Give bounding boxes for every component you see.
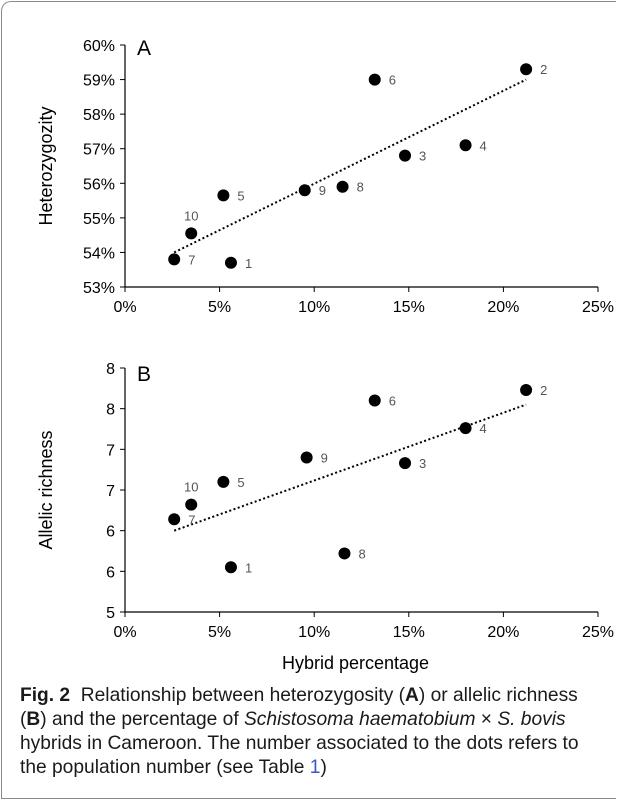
point-label: 2 [540, 383, 547, 398]
y-tick-label: 5 [106, 605, 115, 622]
point-label: 8 [357, 180, 364, 195]
x-tick-label: 0% [113, 299, 136, 316]
point-label: 7 [188, 512, 195, 527]
data-point [520, 63, 533, 76]
data-point [399, 457, 412, 470]
y-tick-label: 8 [106, 402, 115, 419]
species-name: Schistosoma haematobium [244, 709, 476, 730]
caption-text: Relationship between heterozygosity ( [80, 685, 406, 706]
point-label: 8 [358, 546, 365, 561]
data-point [185, 227, 198, 240]
data-point [399, 149, 412, 162]
data-point [298, 184, 311, 197]
x-tick-label: 10% [298, 299, 330, 316]
point-label: 10 [184, 208, 198, 223]
caption-text: hybrids in Cameroon. The number associat… [20, 733, 579, 778]
data-point [224, 561, 237, 574]
y-tick-label: 55% [83, 211, 115, 228]
y-tick-label: 57% [83, 142, 115, 159]
x-tick-label: 15% [393, 299, 425, 316]
trendline [173, 403, 527, 532]
data-point [300, 451, 313, 464]
figure-caption: Fig. 2 Relationship between heterozygosi… [20, 684, 600, 780]
y-axis-label: Heterozygozity [36, 106, 56, 225]
caption-panel-a-ref: A [405, 685, 419, 706]
figure-svg: 53%54%55%56%57%58%59%60%0% 5% 10% 15% 20% 25%… [36, 37, 614, 673]
y-tick-label: 6 [106, 524, 115, 541]
x-tick-label: 10% [298, 624, 330, 641]
x-tick-label: 5% [208, 624, 231, 641]
panel-label: B [137, 363, 151, 386]
y-tick-label: 54% [83, 245, 115, 262]
x-tick-label: 25% [582, 299, 614, 316]
x-tick-label: 25% [582, 624, 614, 641]
species-name: S. bovis [497, 709, 566, 730]
x-tick-label: 15% [393, 624, 425, 641]
data-point [168, 253, 181, 266]
point-label: 1 [245, 256, 252, 271]
data-point [217, 475, 230, 488]
x-tick-label: 20% [487, 624, 519, 641]
point-label: 5 [237, 188, 244, 203]
point-label: 3 [419, 456, 426, 471]
point-label: 6 [389, 73, 396, 88]
caption-panel-b-ref: B [26, 709, 41, 730]
data-point [338, 547, 351, 560]
x-tick-label: 0% [113, 624, 136, 641]
x-axis-label: Hybrid percentage [282, 653, 429, 673]
x-tick-label: 5% [208, 299, 231, 316]
panel-label: A [137, 37, 151, 60]
point-label: 10 [184, 480, 198, 495]
point-label: 2 [540, 62, 547, 77]
caption-text: × [475, 709, 498, 730]
data-point [217, 189, 230, 202]
point-label: 4 [480, 138, 487, 153]
caption-text: ) and the percentage of [40, 709, 244, 730]
caption-text: ) or allelic richness ( [20, 685, 578, 730]
y-tick-label: 59% [83, 73, 115, 90]
y-tick-label: 7 [106, 483, 115, 500]
table-link[interactable]: 1 [309, 757, 321, 778]
data-point [336, 180, 349, 193]
data-point [459, 422, 472, 435]
caption-text: ) [320, 757, 327, 778]
point-label: 3 [419, 149, 426, 164]
data-point [368, 394, 381, 407]
data-point [168, 513, 181, 526]
y-axis-label: Allelic richness [36, 430, 56, 549]
point-label: 4 [480, 421, 487, 436]
data-point [224, 256, 237, 269]
point-label: 5 [237, 475, 244, 490]
y-tick-label: 6 [106, 564, 115, 581]
y-tick-label: 58% [83, 107, 115, 124]
data-point [185, 498, 198, 511]
y-tick-label: 7 [106, 442, 115, 459]
trendline [173, 78, 527, 254]
y-tick-label: 56% [83, 176, 115, 193]
x-tick-label: 20% [487, 299, 519, 316]
y-tick-label: 53% [83, 280, 115, 297]
point-label: 7 [188, 252, 195, 267]
figure-label: Fig. 2 [20, 685, 71, 706]
data-point [368, 73, 381, 86]
y-tick-label: 8 [106, 361, 115, 378]
point-label: 6 [389, 394, 396, 409]
point-label: 9 [321, 450, 328, 465]
data-point [459, 139, 472, 152]
data-point [520, 383, 533, 396]
point-label: 1 [245, 560, 252, 575]
point-label: 9 [319, 183, 326, 198]
y-tick-label: 60% [83, 38, 115, 55]
